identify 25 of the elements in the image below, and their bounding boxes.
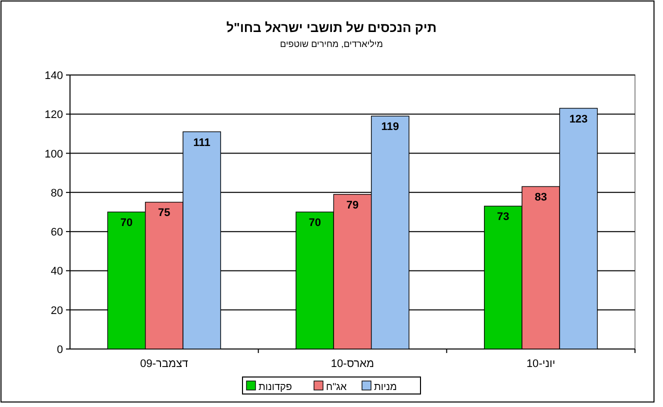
y-tick-label: 100 xyxy=(44,148,63,160)
y-tick-label: 120 xyxy=(44,109,63,122)
x-tick-label: יוני-10 xyxy=(526,358,556,370)
y-tick-label: 40 xyxy=(50,266,63,278)
chart-subtitle: מיליארדים, מחירים שוטפים xyxy=(280,39,383,49)
data-label: 123 xyxy=(569,113,588,126)
data-label: 73 xyxy=(497,211,510,224)
y-tick-label: 20 xyxy=(50,304,63,317)
y-tick-label: 60 xyxy=(50,226,63,239)
x-tick-label: מארס-10 xyxy=(330,358,374,370)
data-label: 70 xyxy=(120,217,133,229)
legend-label: פקדונות xyxy=(258,382,292,393)
data-label: 75 xyxy=(158,207,170,220)
data-label: 70 xyxy=(308,217,321,229)
y-tick-label: 80 xyxy=(50,187,63,200)
x-tick-label: דצמבר-09 xyxy=(140,358,188,370)
y-tick-label: 140 xyxy=(44,70,63,82)
data-label: 79 xyxy=(346,199,359,212)
data-label: 119 xyxy=(381,121,400,134)
chart-title: תיק הנכסים של תושבי ישראל בחו"ל xyxy=(226,20,437,35)
legend-label: אג"ח xyxy=(326,382,348,393)
data-label: 111 xyxy=(193,136,210,149)
legend-label: מניות xyxy=(374,382,397,393)
y-tick-label: 0 xyxy=(56,344,63,356)
data-label: 83 xyxy=(534,192,547,204)
